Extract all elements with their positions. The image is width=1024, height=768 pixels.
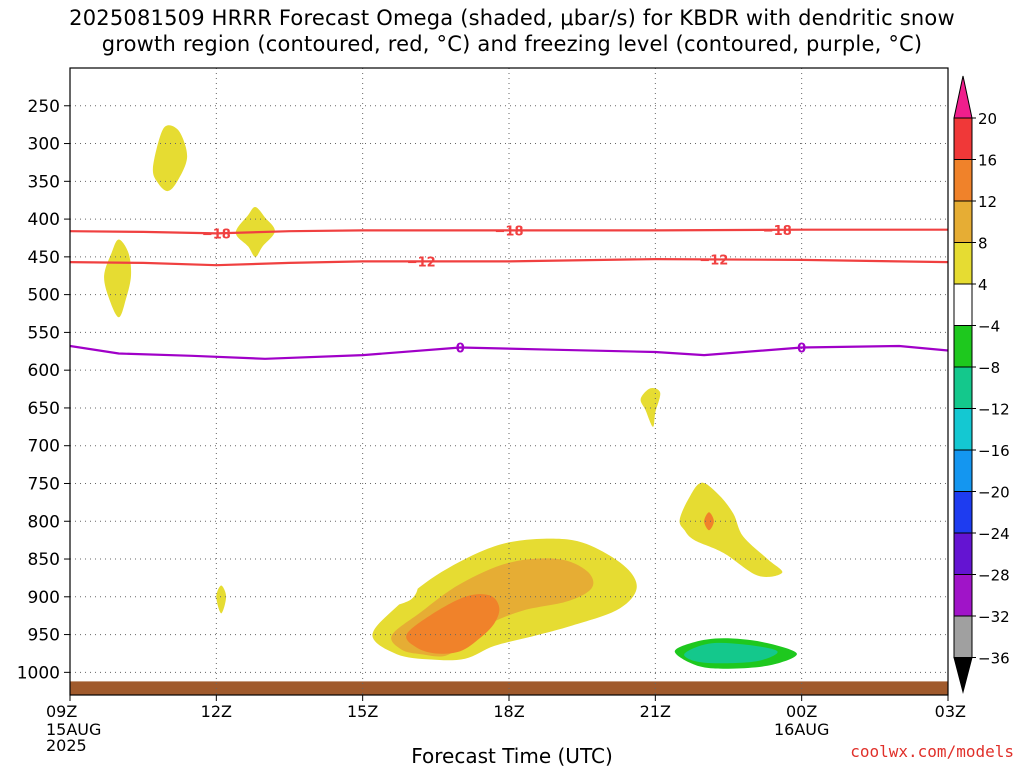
colorbar-segment (953, 449, 973, 492)
colorbar-label: −32 (978, 608, 1010, 626)
contour-label: 0 (456, 342, 465, 357)
contour-line (70, 258, 948, 267)
colorbar-segment (953, 159, 973, 202)
y-tick-label: 250 (28, 97, 60, 117)
y-tick-label: 650 (28, 399, 60, 419)
colorbar-segment (953, 491, 973, 534)
contour-label: −18 (495, 224, 524, 239)
contour-label: −18 (202, 227, 231, 242)
colorbar-label: 20 (978, 110, 997, 128)
colorbar-label: −12 (978, 401, 1010, 419)
y-axis: 250 300 350 400 450 500 550 600 650 700 750 800 850 9… (17, 97, 70, 683)
x-tick-label: 09Z (46, 702, 77, 721)
colorbar-label: −24 (978, 525, 1010, 543)
x-tick-label: 21Z (640, 702, 671, 721)
y-tick-label: 450 (28, 248, 60, 268)
colorbar-segment (953, 532, 973, 575)
y-tick-label: 500 (28, 286, 60, 306)
y-tick-label: 550 (28, 323, 60, 343)
y-tick-label: 1000 (17, 663, 60, 683)
y-tick-label: 900 (28, 588, 60, 608)
colorbar-label: 8 (978, 235, 988, 253)
x-tick-label: 00Z (786, 702, 817, 721)
omega-region (640, 388, 661, 427)
colorbar-label: 4 (978, 276, 988, 294)
contour-label: −18 (763, 224, 792, 239)
omega-region (684, 642, 778, 664)
contour-label: −12 (699, 253, 728, 268)
chart-title-line-1: 2025081509 HRRR Forecast Omega (shaded, … (69, 6, 955, 30)
y-tick-label: 300 (28, 135, 60, 155)
x-tick-label: 15Z (347, 702, 378, 721)
colorbar-segment (953, 283, 973, 326)
colorbar-segment (953, 366, 973, 409)
x-tick-sublabel: 15AUG (46, 720, 101, 739)
x-tick-label: 18Z (493, 702, 524, 721)
contour-label: −12 (407, 255, 436, 270)
y-tick-label: 750 (28, 474, 60, 494)
omega-region (216, 585, 227, 614)
y-tick-label: 950 (28, 626, 60, 646)
y-tick-label: 600 (28, 361, 60, 381)
colorbar-label: 12 (978, 193, 997, 211)
colorbar-label: 16 (978, 152, 997, 170)
omega-region (152, 125, 188, 192)
y-tick-label: 850 (28, 550, 60, 570)
colorbar-bottom-triangle (953, 657, 973, 694)
y-tick-label: 800 (28, 512, 60, 532)
x-axis-label: Forecast Time (UTC) (411, 744, 613, 768)
colorbar-segment (953, 117, 973, 160)
omega-region (679, 482, 783, 577)
omega-region (406, 594, 500, 654)
colorbar-segment (953, 408, 973, 451)
x-tick-label: 03Z (935, 702, 966, 721)
colorbar-label: −20 (978, 484, 1010, 502)
y-tick-label: 400 (28, 210, 60, 230)
omega-region (274, 573, 418, 632)
colorbar-segment (953, 615, 973, 658)
contour-line (70, 228, 948, 235)
omega-shading-layer (104, 125, 948, 691)
omega-region (660, 620, 948, 691)
colorbar-segment (953, 200, 973, 243)
contour-layer: −18 −18 −18 −12 −12 0 0 (70, 224, 948, 360)
x-tick-sublabel: 2025 (46, 736, 87, 755)
x-tick-label: 12Z (201, 702, 232, 721)
omega-region (104, 239, 132, 318)
y-tick-label: 350 (28, 172, 60, 192)
colorbar-label: −28 (978, 567, 1010, 585)
x-tick-sublabel: 16AUG (774, 720, 829, 739)
credit-text: coolwx.com/models (850, 742, 1014, 761)
colorbar-segment (953, 242, 973, 285)
colorbar: 20 16 12 8 4 −4 −8 −12 −16 −20 −24 −28 −32 −36 (953, 75, 1010, 694)
omega-region (508, 659, 563, 687)
contour-label: 0 (797, 342, 806, 357)
omega-region (674, 214, 724, 286)
colorbar-label: −4 (978, 318, 1000, 336)
chart-title-line-2: growth region (contoured, red, °C) and f… (101, 32, 923, 56)
omega-region (128, 557, 148, 586)
contour-line (70, 344, 948, 360)
colorbar-label: −8 (978, 359, 1000, 377)
omega-region (704, 512, 714, 531)
colorbar-segment (953, 325, 973, 368)
y-tick-label: 700 (28, 437, 60, 457)
colorbar-top-triangle (953, 75, 973, 119)
colorbar-label: −36 (978, 650, 1010, 668)
colorbar-label: −16 (978, 442, 1010, 460)
colorbar-segment (953, 574, 973, 617)
